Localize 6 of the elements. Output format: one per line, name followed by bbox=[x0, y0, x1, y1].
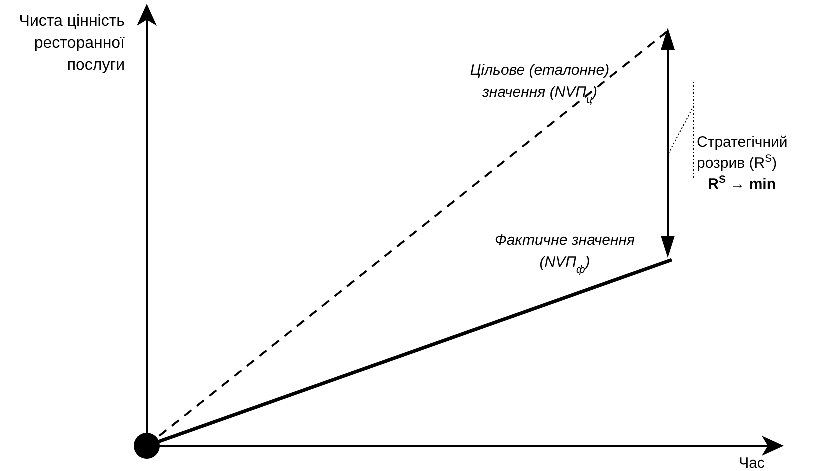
annotation: R$^{S}$ → min bbox=[708, 174, 776, 193]
annotation: Стратегічний розрив (R$^{S}$) bbox=[697, 134, 788, 172]
y-axis-title: Чиста цінність ресторанної послуги bbox=[19, 13, 126, 74]
x-axis-title: Час bbox=[739, 455, 766, 471]
series-label: Цільове (еталонне) значення (NVП$_{ц}$) bbox=[470, 62, 610, 106]
legend-label: Фактичне значення (NVП$_{ф}$) bbox=[494, 232, 636, 276]
